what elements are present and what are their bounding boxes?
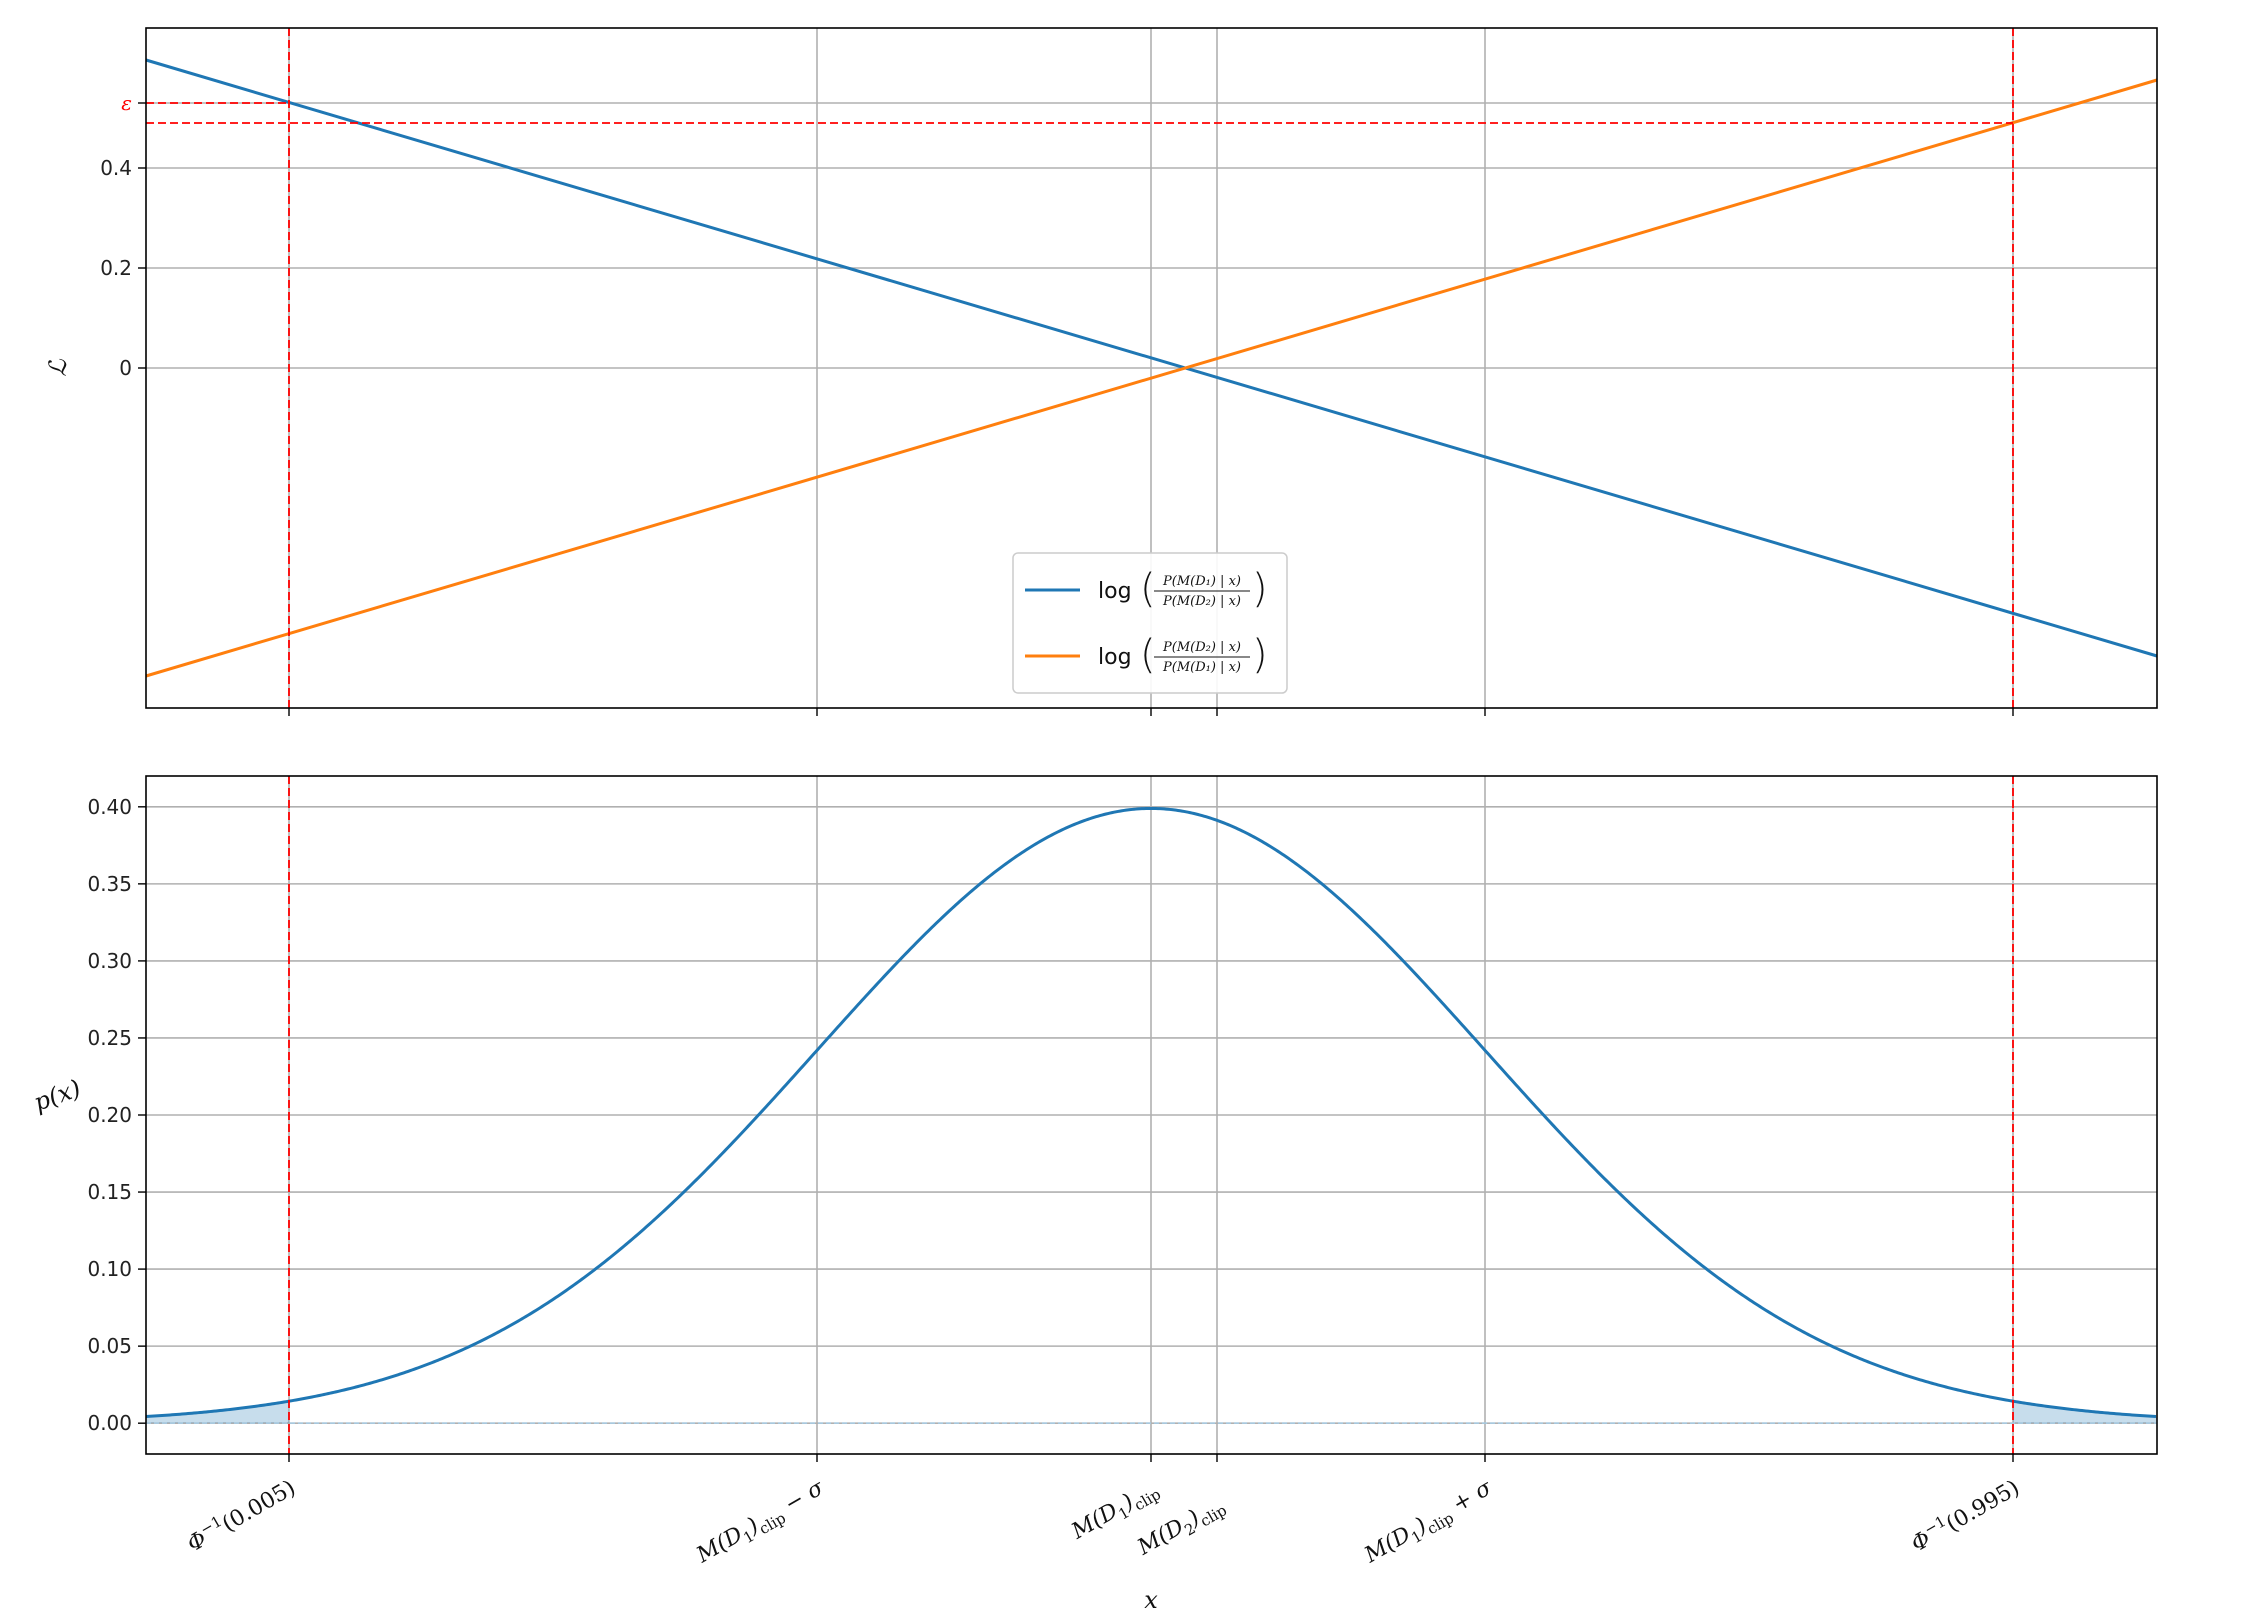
y-tick-label: 0.2	[100, 256, 132, 280]
x-tick-label: M(D1)clip − σ	[692, 1475, 831, 1572]
legend-log-text: log	[1098, 645, 1132, 670]
legend-paren-left: (	[1140, 632, 1156, 678]
legend: log ( P(M(D₁) | x) P(M(D₂) | x)) log ( P(M(D₂)…	[1012, 552, 1288, 694]
series-log-ratio-d2-d1	[145, 78, 2158, 678]
top-axes-frame	[145, 27, 2158, 709]
y-tick-label: 0.30	[87, 949, 132, 973]
series-log-ratio-d1-d2	[145, 58, 2158, 658]
y-tick-label: 0.25	[87, 1026, 132, 1050]
legend-denominator: P(M(D₁) | x)	[1162, 660, 1241, 675]
x-axis-label: x	[1144, 1586, 1158, 1614]
tick-label-tail: − σ	[774, 1475, 828, 1521]
bottom-y-axis-label: p(x)	[30, 1074, 84, 1117]
legend-numerator: P(M(D₂) | x)	[1162, 640, 1241, 655]
y-tick-label: 0.40	[87, 795, 132, 819]
tick-label-tail: (0.995)	[1942, 1476, 2024, 1538]
y-tick-label: 0.15	[87, 1180, 132, 1204]
tick-label-tail: (0.005)	[218, 1476, 300, 1538]
y-tick-label: 0.00	[87, 1411, 132, 1435]
tick-label-main: M(D	[1133, 1514, 1189, 1561]
tick-label-main: M(D	[692, 1522, 748, 1569]
x-tick-label: M(D1)clip + σ	[1360, 1475, 1499, 1572]
tick-label-main: M(D	[1067, 1498, 1123, 1545]
y-tick-label: 0	[119, 356, 132, 380]
legend-paren-left: (	[1140, 566, 1156, 612]
legend-box	[1012, 552, 1288, 694]
tick-label-tail: + σ	[1442, 1475, 1496, 1521]
legend-paren-right: )	[1252, 566, 1268, 612]
x-tick-label: Φ−1(0.995)	[1905, 1472, 2024, 1557]
legend-denominator: P(M(D₂) | x)	[1162, 594, 1241, 609]
y-tick-label: 0.05	[87, 1334, 132, 1358]
density-panel: 0.00 0.05 0.10 0.15 0.20 0.25 0.30 0.35 0.40	[87, 775, 2158, 1462]
density-curve	[145, 806, 2157, 1419]
bottom-axes-frame	[145, 775, 2158, 1455]
shared-x-tick-labels: Φ−1(0.005)M(D1)clip − σM(D1)clipM(D2)cli…	[181, 1472, 2024, 1572]
y-tick-label: 0.4	[100, 156, 132, 180]
tick-label-main: M(D	[1360, 1522, 1416, 1569]
y-tick-label: 0.10	[87, 1257, 132, 1281]
legend-paren-right: )	[1252, 632, 1268, 678]
y-tick-label: ε	[121, 91, 132, 115]
top-y-axis-label: ℒ	[44, 359, 72, 377]
legend-log-text: log	[1098, 579, 1132, 604]
y-tick-label: 0.20	[87, 1103, 132, 1127]
y-tick-label: 0.35	[87, 872, 132, 896]
legend-numerator: P(M(D₁) | x)	[1162, 574, 1241, 589]
x-tick-label: Φ−1(0.005)	[181, 1472, 300, 1557]
